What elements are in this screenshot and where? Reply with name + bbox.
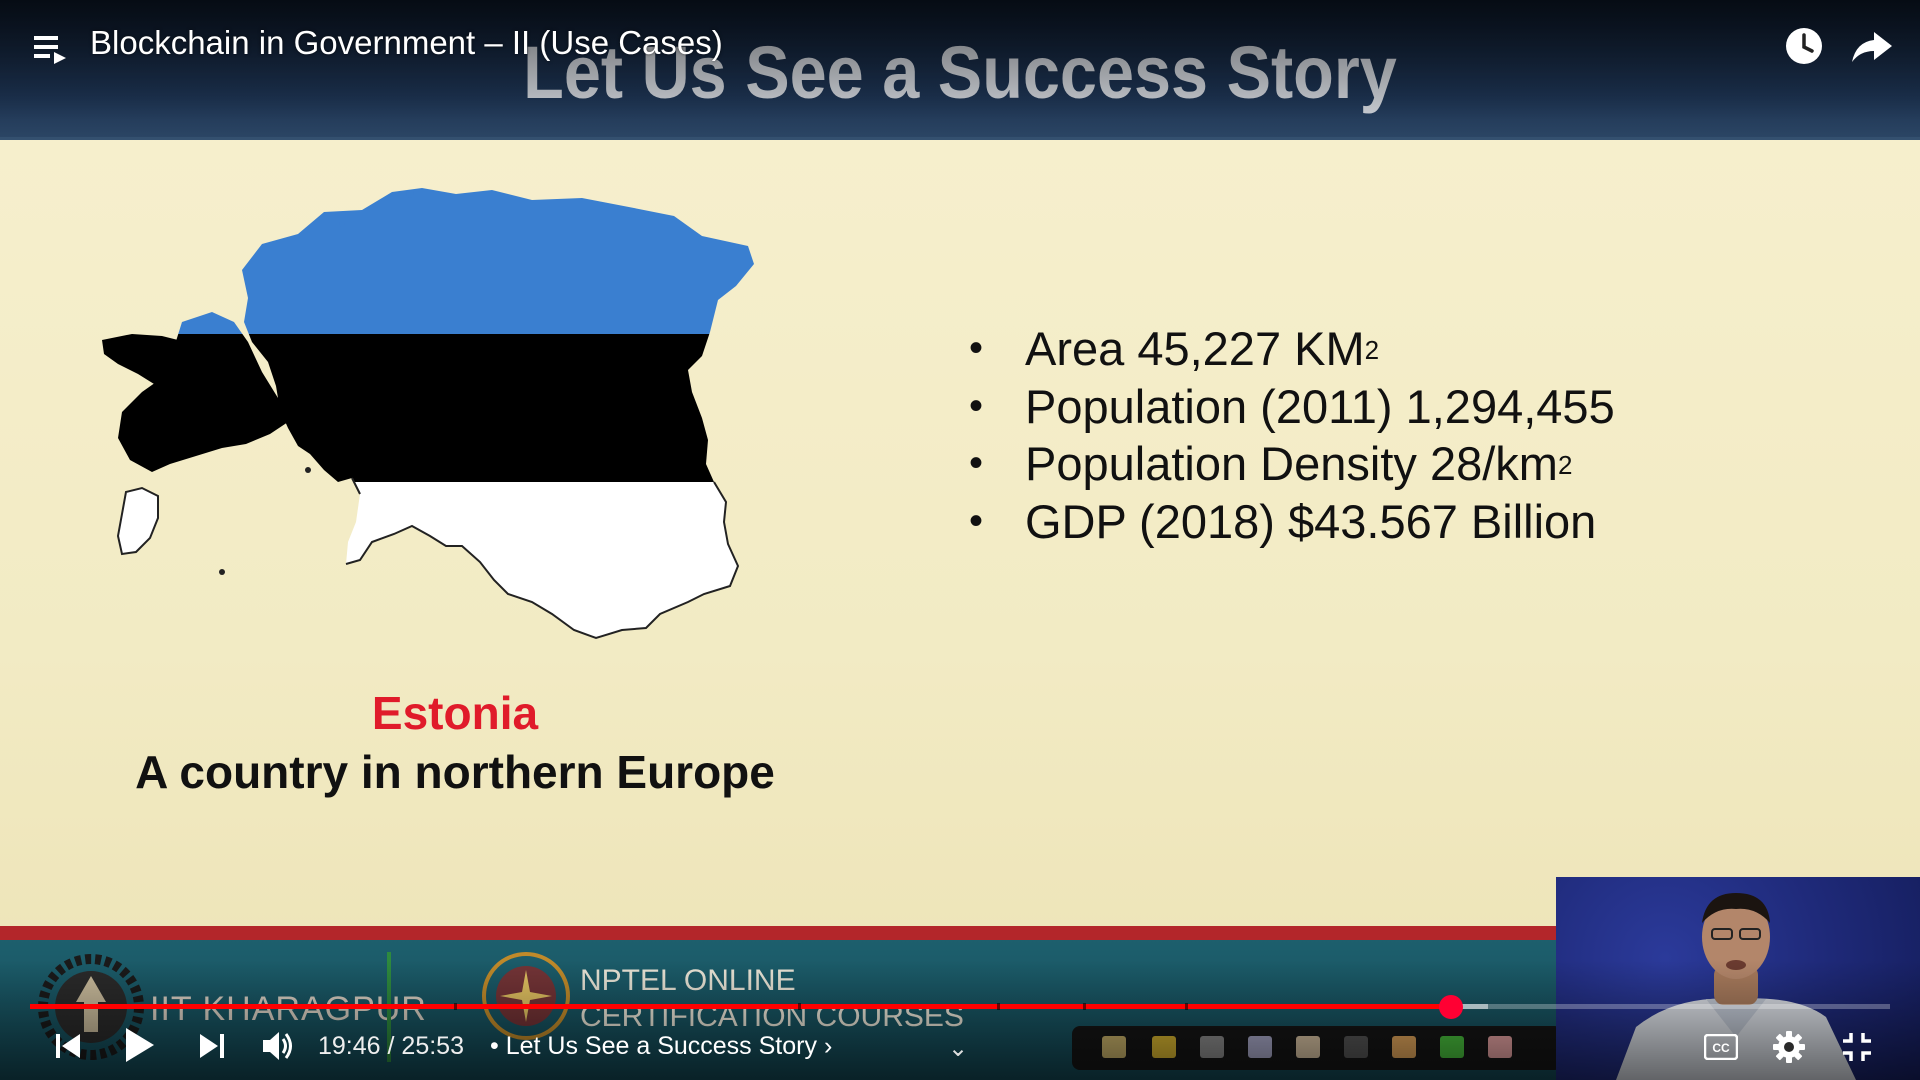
bullet: • <box>969 498 984 543</box>
cc-icon[interactable]: CC <box>1704 1034 1738 1060</box>
volume-icon[interactable] <box>260 1028 296 1064</box>
pencil-tool-icon <box>1392 1036 1416 1058</box>
progress-bar[interactable] <box>30 995 1890 1019</box>
clock-icon[interactable] <box>1784 26 1824 66</box>
time-current: 19:46 <box>318 1032 381 1060</box>
country-name: Estonia <box>371 687 539 739</box>
chapter-marker <box>1082 1003 1086 1010</box>
next-icon[interactable] <box>196 1030 228 1062</box>
gear-icon[interactable] <box>1772 1030 1806 1064</box>
video-title[interactable]: Blockchain in Government – II (Use Cases… <box>90 24 723 61</box>
share-icon[interactable] <box>1850 26 1894 66</box>
nptel-logo <box>482 952 570 1040</box>
chapter-title: Let Us See a Success Story <box>505 1032 817 1060</box>
chevron-down-icon[interactable]: ⌄ <box>948 1035 969 1062</box>
scrubber-handle[interactable] <box>1439 995 1464 1019</box>
svg-text:CC: CC <box>1712 1041 1730 1055</box>
flag-tool-icon <box>1248 1036 1272 1058</box>
playlist-icon[interactable] <box>30 30 70 66</box>
bullet: • <box>969 326 984 370</box>
pointer-tool-icon <box>1102 1036 1126 1058</box>
chevron-right-icon: › <box>823 1032 833 1060</box>
bullet: • <box>969 441 984 485</box>
pen-toolbar <box>1072 1026 1562 1070</box>
folder-tool-icon <box>1152 1036 1176 1058</box>
chapter-bullet: • <box>490 1032 499 1060</box>
fact-superscript: 2 <box>1557 450 1573 480</box>
time-separator: / <box>387 1032 395 1060</box>
eraser-tool-icon <box>1488 1036 1512 1058</box>
progress-played <box>30 1004 1452 1009</box>
highlighter-tool-icon <box>1440 1036 1464 1058</box>
bullet: • <box>969 383 984 428</box>
time-display: 19:46 / 25:53 <box>318 1032 464 1061</box>
chapter-marker <box>1185 1003 1189 1010</box>
fact-list: • Area 45,227 KM2 • Population (2011) 1,29… <box>955 320 1615 550</box>
fact-text: Population Density 28/km <box>1025 437 1558 490</box>
screen-tool-icon <box>1344 1036 1368 1058</box>
fact-item-area: • Area 45,227 KM2 <box>955 320 1615 378</box>
play-icon[interactable] <box>122 1026 156 1064</box>
chapter-button[interactable]: • Let Us See a Success Story › <box>490 1032 832 1061</box>
chapter-marker <box>798 1003 802 1010</box>
exit-fullscreen-icon[interactable] <box>1840 1030 1874 1064</box>
chapter-marker <box>454 1003 458 1010</box>
time-total: 25:53 <box>401 1032 464 1060</box>
fact-text: Population (2011) 1,294,455 <box>1025 379 1615 433</box>
chapter-marker <box>997 1003 1001 1010</box>
hand-tool-icon <box>1296 1036 1320 1058</box>
slide-footer-strip <box>0 926 1560 940</box>
fact-superscript: 2 <box>1364 335 1380 365</box>
country-description: A country in northern Europe <box>135 746 775 798</box>
fact-item-population: • Population (2011) 1,294,455 <box>955 378 1615 436</box>
fact-item-density: • Population Density 28/km2 <box>955 435 1615 493</box>
nptel-title-line1: NPTEL ONLINE <box>580 964 796 997</box>
previous-icon[interactable] <box>52 1030 84 1062</box>
estonia-flag-map <box>102 188 754 640</box>
stamp-tool-icon <box>1200 1036 1224 1058</box>
fact-item-gdp: • GDP (2018) $43.567 Billion <box>955 493 1615 551</box>
fact-text: Area 45,227 KM <box>1025 322 1365 375</box>
fact-text: GDP (2018) $43.567 Billion <box>1025 494 1597 548</box>
